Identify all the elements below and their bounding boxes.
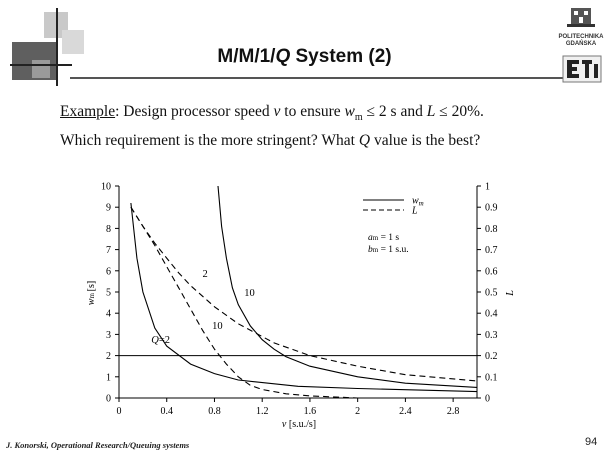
x-tick-label: 0 — [117, 406, 122, 417]
y-tick-right-label: 0.7 — [485, 245, 498, 256]
param-label: bm = 1 s.u. — [368, 245, 409, 255]
y-tick-right-label: 0.2 — [485, 351, 498, 362]
logo-text-line2: GDAŃSKA — [565, 41, 597, 47]
title-rule — [70, 77, 570, 79]
y-tick-right-label: 0.9 — [485, 203, 498, 214]
university-logo: POLITECHNIKA GDAŃSKA — [555, 4, 607, 84]
y-tick-left-label: 6 — [106, 266, 111, 277]
y-tick-left-label: 8 — [106, 224, 111, 235]
logo-text-line1: POLITECHNIKA — [558, 34, 604, 40]
question-sentence: Which requirement is the more stringent?… — [60, 132, 481, 149]
y-tick-left-label: 0 — [106, 394, 111, 405]
series-L-q10 — [130, 206, 358, 398]
series-w-m-q10 — [217, 186, 477, 388]
series-w-m-q2 — [130, 202, 477, 393]
y-tick-right-label: 0.3 — [485, 330, 498, 341]
y-tick-right-label: 1 — [485, 182, 490, 193]
y-tick-right-label: 0.5 — [485, 288, 498, 299]
y-tick-left-label: 4 — [106, 309, 111, 320]
y-tick-left-label: 5 — [106, 288, 111, 299]
legend-label: wm — [412, 196, 424, 208]
y-tick-left-label: 10 — [101, 182, 111, 193]
curve-label: Q=2 — [151, 335, 170, 346]
x-axis-label: v [s.u./s] — [282, 419, 316, 430]
curve-label: 10 — [212, 321, 223, 332]
slide-title: M/M/1/Q System (2) — [217, 46, 392, 67]
x-tick-label: 0.4 — [160, 406, 173, 417]
curve-label: 2 — [203, 269, 208, 280]
footer-author: J. Konorski, Operational Research/Queuin… — [6, 440, 190, 450]
x-tick-label: 1.6 — [304, 406, 317, 417]
y-axis-right-label: L — [505, 290, 516, 297]
eti-logo-icon — [562, 55, 602, 83]
deco-vertical-line — [56, 8, 58, 86]
y-tick-right-label: 0 — [485, 394, 490, 405]
deco-horizontal-line — [10, 64, 72, 66]
crest-icon — [567, 8, 595, 27]
x-tick-label: 1.2 — [256, 406, 269, 417]
x-tick-label: 2 — [355, 406, 360, 417]
y-tick-left-label: 7 — [106, 245, 111, 256]
x-tick-label: 0.8 — [208, 406, 221, 417]
deco-square-mid — [62, 30, 84, 54]
x-tick-label: 2.4 — [399, 406, 412, 417]
y-tick-right-label: 0.6 — [485, 266, 498, 277]
y-tick-left-label: 1 — [106, 372, 111, 383]
page-number: 94 — [585, 436, 598, 448]
param-label: am = 1 s — [368, 233, 399, 243]
legend-label: L — [411, 206, 418, 217]
y-tick-right-label: 0.1 — [485, 372, 498, 383]
curve-label: 10 — [244, 288, 255, 299]
x-tick-label: 2.8 — [447, 406, 460, 417]
series-L-q2 — [130, 206, 477, 382]
y-tick-left-label: 9 — [106, 203, 111, 214]
y-axis-left-label: wm [s] — [86, 281, 97, 305]
y-tick-left-label: 3 — [106, 330, 111, 341]
example-sentence: Example: Design processor speed v to ens… — [60, 103, 484, 124]
y-tick-right-label: 0.4 — [485, 309, 498, 320]
y-tick-left-label: 2 — [106, 351, 111, 362]
y-tick-right-label: 0.8 — [485, 224, 498, 235]
